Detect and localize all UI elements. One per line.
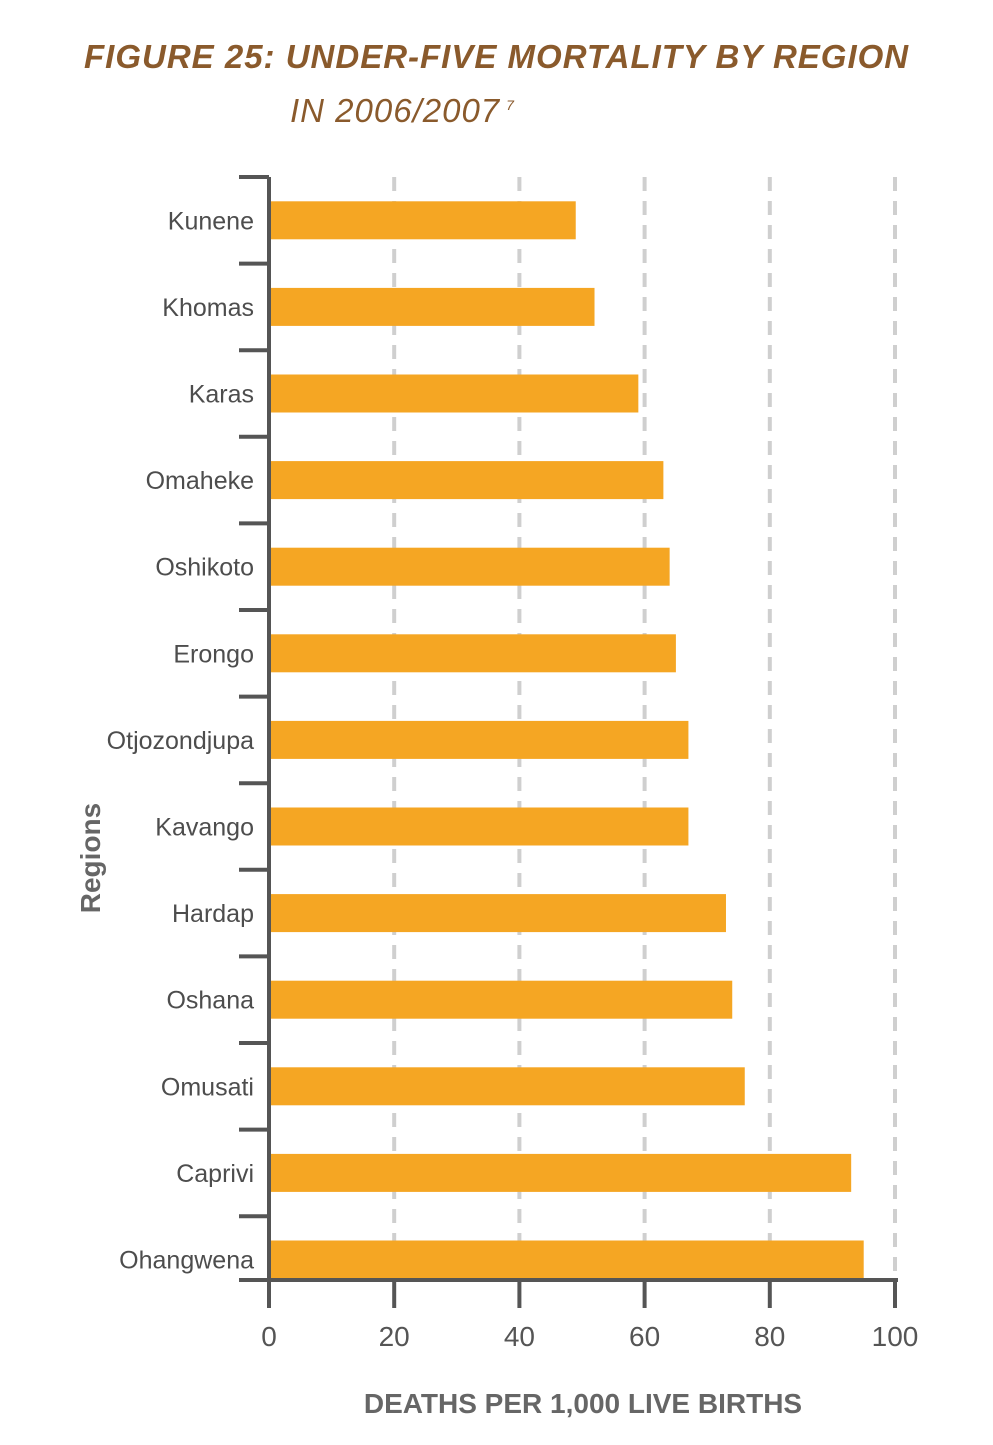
- category-label-khomas: Khomas: [162, 294, 254, 322]
- labels: Kunene Khomas Karas Omaheke Oshikoto Erongo Ot…: [107, 207, 919, 1352]
- category-label-oshikoto: Oshikoto: [155, 554, 254, 582]
- bar-caprivi: [271, 1153, 852, 1192]
- x-tick-label-40: 40: [504, 1321, 535, 1352]
- bar-erongo: [271, 634, 676, 673]
- bar-khomas: [271, 287, 595, 326]
- category-label-kunene: Kunene: [168, 207, 254, 235]
- bars: [271, 201, 864, 1279]
- bar-kavango: [271, 807, 689, 846]
- bar-oshikoto: [271, 547, 670, 586]
- category-label-caprivi: Caprivi: [176, 1160, 254, 1188]
- category-label-erongo: Erongo: [173, 640, 254, 668]
- category-label-oshana: Oshana: [166, 987, 254, 1015]
- chart-title-line-2: IN 2006/2007 7: [290, 92, 515, 130]
- bar-otjozondjupa: [271, 720, 689, 759]
- category-label-otjozondjupa: Otjozondjupa: [107, 727, 254, 755]
- category-label-ohangwena: Ohangwena: [119, 1247, 254, 1275]
- bar-ohangwena: [271, 1240, 864, 1279]
- category-label-karas: Karas: [189, 381, 254, 409]
- chart-title-footnote: 7: [506, 97, 515, 113]
- category-label-omaheke: Omaheke: [146, 467, 254, 495]
- bar-omusati: [271, 1067, 745, 1106]
- category-label-omusati: Omusati: [161, 1073, 254, 1101]
- x-axis-title: DEATHS PER 1,000 LIVE BIRTHS: [364, 1388, 802, 1419]
- chart-title-line-2-text: IN 2006/2007: [290, 92, 501, 129]
- axes: [239, 175, 898, 1308]
- x-tick-label-80: 80: [754, 1321, 785, 1352]
- bar-kunene: [271, 201, 576, 240]
- y-axis-title: Regions: [75, 803, 106, 913]
- bar-hardap: [271, 894, 726, 933]
- x-tick-label-100: 100: [872, 1321, 919, 1352]
- category-label-kavango: Kavango: [155, 814, 254, 842]
- category-label-hardap: Hardap: [172, 900, 254, 928]
- x-tick-label-20: 20: [379, 1321, 410, 1352]
- bar-karas: [271, 374, 639, 413]
- chart-title-line-1: FIGURE 25: UNDER-FIVE MORTALITY BY REGIO…: [84, 38, 910, 75]
- x-tick-label-0: 0: [261, 1321, 277, 1352]
- bar-omaheke: [271, 461, 664, 500]
- x-tick-label-60: 60: [629, 1321, 660, 1352]
- bar-oshana: [271, 980, 733, 1019]
